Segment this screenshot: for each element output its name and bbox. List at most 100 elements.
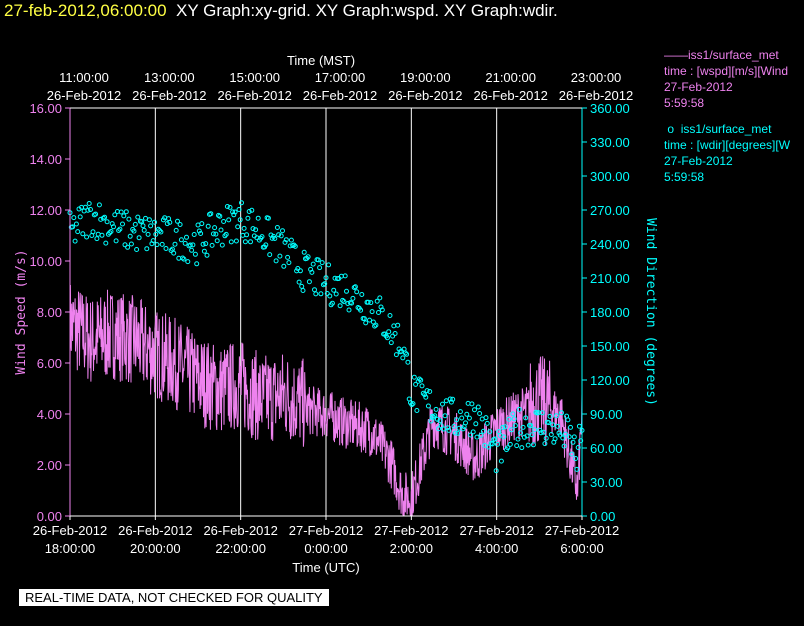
data-point xyxy=(333,291,339,297)
data-point xyxy=(135,214,141,220)
data-point xyxy=(212,225,218,231)
data-point xyxy=(201,248,207,254)
data-point xyxy=(134,247,140,252)
data-point xyxy=(475,404,481,410)
data-point xyxy=(474,434,480,440)
data-point xyxy=(422,392,428,398)
data-point xyxy=(312,287,317,293)
data-point xyxy=(337,303,343,309)
data-point xyxy=(487,429,493,435)
data-point xyxy=(71,215,77,221)
data-point xyxy=(400,355,406,361)
left-tick-label: 2.00 xyxy=(37,458,62,473)
data-point xyxy=(235,224,241,230)
data-point xyxy=(121,213,127,219)
data-point xyxy=(538,430,544,436)
data-point xyxy=(93,211,99,217)
data-point xyxy=(575,445,581,450)
data-point xyxy=(282,239,288,245)
data-point xyxy=(309,269,315,275)
data-point xyxy=(267,252,273,258)
data-point xyxy=(470,429,476,435)
left-tick-label: 10.00 xyxy=(29,254,62,269)
data-point xyxy=(489,441,495,447)
data-point xyxy=(185,259,191,265)
bottom-tick-time: 22:00:00 xyxy=(215,541,266,556)
data-point xyxy=(565,417,571,423)
right-tick-label: 150.00 xyxy=(590,339,630,354)
data-point xyxy=(84,234,90,240)
data-point xyxy=(415,378,421,384)
data-point xyxy=(102,214,108,220)
right-tick-label: 180.00 xyxy=(590,305,630,320)
data-point xyxy=(521,434,527,440)
graph-title: XY Graph:xy-grid. XY Graph:wspd. XY Grap… xyxy=(176,1,558,20)
data-point xyxy=(143,215,148,221)
data-point xyxy=(505,445,511,451)
data-point xyxy=(127,233,133,239)
data-point xyxy=(373,322,379,328)
data-point xyxy=(344,288,349,294)
data-point xyxy=(288,237,294,243)
data-point xyxy=(244,232,250,238)
data-point xyxy=(242,239,248,245)
data-point xyxy=(452,430,458,436)
right-tick-label: 270.00 xyxy=(590,203,630,218)
legend-date: 27-Feb-2012 xyxy=(664,154,733,168)
x-axis-label: Time (UTC) xyxy=(292,560,359,575)
data-point xyxy=(141,227,147,233)
data-point xyxy=(70,224,76,230)
left-tick-label: 6.00 xyxy=(37,356,62,371)
data-point xyxy=(542,441,548,447)
top-tick-date: 26-Feb-2012 xyxy=(47,88,121,103)
data-point xyxy=(273,258,279,264)
data-point xyxy=(318,291,324,297)
data-point xyxy=(301,249,307,255)
data-point xyxy=(560,435,566,441)
bottom-tick-date: 27-Feb-2012 xyxy=(459,523,533,538)
legend-date: 27-Feb-2012 xyxy=(664,80,733,94)
data-point xyxy=(125,244,131,250)
data-point xyxy=(230,209,236,215)
data-point xyxy=(227,204,233,210)
data-point xyxy=(107,230,113,236)
right-tick-label: 300.00 xyxy=(590,169,630,184)
left-tick-label: 0.00 xyxy=(37,509,62,524)
data-point xyxy=(523,415,529,421)
left-tick-label: 4.00 xyxy=(37,407,62,422)
data-point xyxy=(329,300,335,306)
data-point xyxy=(131,228,137,234)
data-point xyxy=(163,246,169,251)
data-point xyxy=(132,221,138,227)
data-point xyxy=(94,236,100,242)
data-point xyxy=(530,442,536,448)
left-tick-label: 8.00 xyxy=(37,305,62,320)
data-point xyxy=(223,231,229,237)
top-tick-time: 13:00:00 xyxy=(144,70,195,85)
data-point xyxy=(239,200,244,206)
data-point xyxy=(448,399,454,405)
top-tick-date: 26-Feb-2012 xyxy=(559,88,633,103)
data-point xyxy=(150,238,156,244)
left-axis-title: Wind Speed (m/s) xyxy=(14,249,29,374)
data-point xyxy=(209,242,215,248)
legend-time: 5:59:58 xyxy=(664,96,705,110)
data-point xyxy=(250,226,256,232)
data-point xyxy=(566,434,572,440)
left-tick-label: 12.00 xyxy=(29,203,62,218)
data-point xyxy=(241,225,247,231)
data-point xyxy=(428,418,434,424)
data-point xyxy=(414,408,420,413)
data-point xyxy=(405,359,411,365)
data-point xyxy=(451,423,457,429)
data-point xyxy=(376,310,381,315)
data-point xyxy=(224,204,230,209)
bottom-tick-date: 26-Feb-2012 xyxy=(33,523,107,538)
top-tick-time: 21:00:00 xyxy=(485,70,536,85)
data-point xyxy=(175,218,180,224)
bottom-tick-date: 26-Feb-2012 xyxy=(203,523,277,538)
data-point xyxy=(442,413,448,419)
data-point xyxy=(409,402,415,408)
left-tick-label: 16.00 xyxy=(29,101,62,116)
data-point xyxy=(401,346,407,352)
